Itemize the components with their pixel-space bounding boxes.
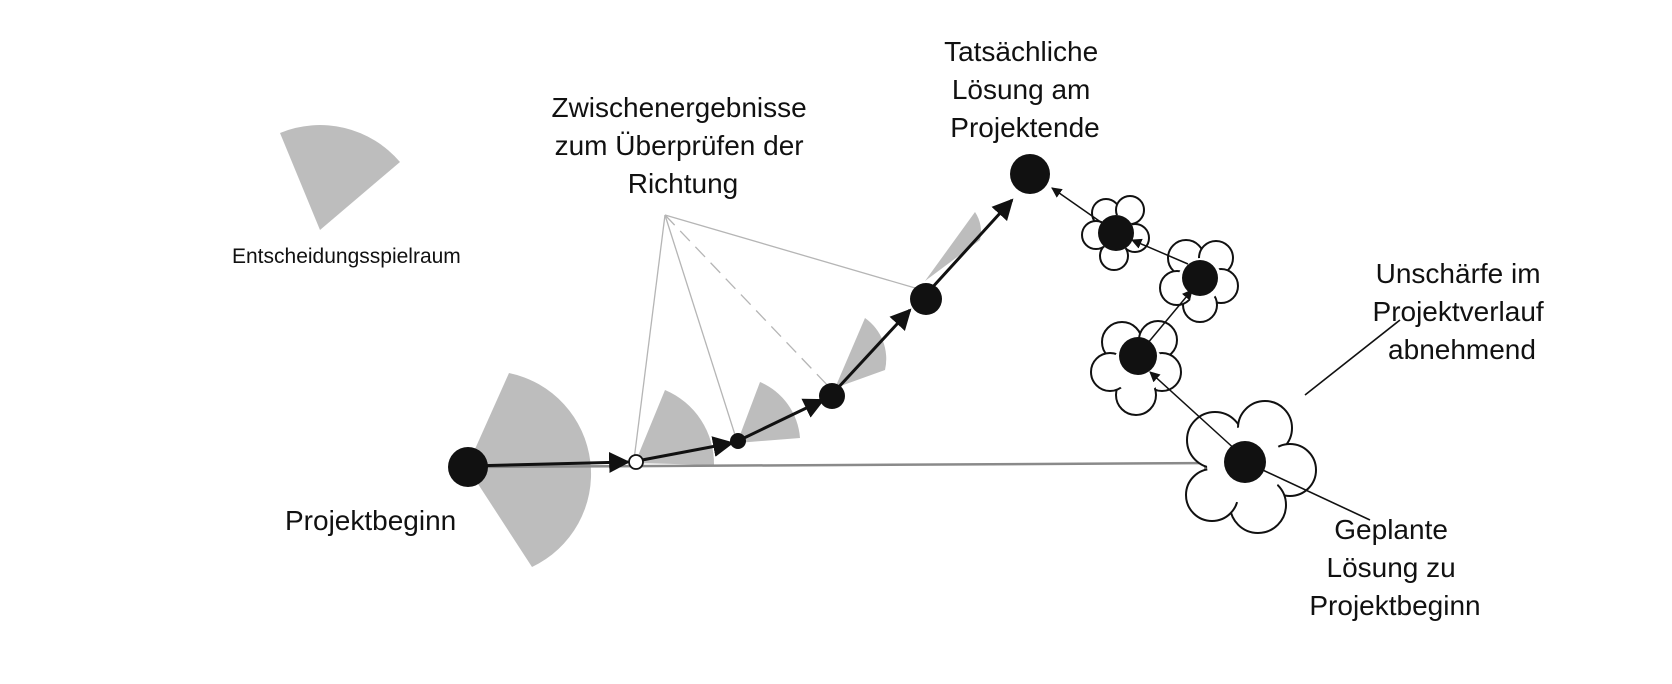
checkpoint-3 bbox=[910, 283, 942, 315]
cloud-node-medium bbox=[1182, 260, 1218, 296]
path-segment bbox=[641, 436, 735, 462]
path-segment bbox=[928, 198, 1014, 292]
cloud-node-large bbox=[1119, 337, 1157, 375]
sector-4 bbox=[925, 212, 982, 281]
checkpoint-1 bbox=[730, 433, 746, 449]
checkpoint-open bbox=[628, 454, 644, 470]
uncertainty-clouds bbox=[1081, 195, 1317, 534]
path-segment bbox=[469, 451, 631, 473]
start-node bbox=[448, 447, 488, 487]
sector-start bbox=[467, 373, 592, 567]
planned-solution-node bbox=[1224, 441, 1266, 483]
actual-solution-node bbox=[1010, 154, 1050, 194]
uncertainty-leader bbox=[1304, 319, 1401, 396]
path-segment bbox=[834, 308, 912, 392]
nodes bbox=[448, 154, 1266, 487]
sector-1 bbox=[635, 390, 715, 465]
actual-solution-label: Tatsächliche Lösung am Projektende bbox=[944, 36, 1106, 143]
intermediate-label: Zwischenergebnisse zum Überprüfen der Ri… bbox=[551, 92, 814, 199]
start-label: Projektbeginn bbox=[285, 505, 456, 536]
checkpoint-2 bbox=[819, 383, 845, 409]
actual-path bbox=[469, 198, 1014, 473]
decision-sectors bbox=[280, 125, 982, 567]
planned-path-line bbox=[467, 453, 1224, 474]
leader-lines bbox=[1251, 319, 1401, 521]
uncertainty-label: Unschärfe im Projektverlauf abnehmend bbox=[1373, 258, 1552, 365]
sector-2 bbox=[737, 382, 800, 443]
guide-lines bbox=[633, 214, 923, 461]
legend-sector bbox=[280, 125, 400, 230]
planned-leader bbox=[1251, 464, 1371, 521]
planned-solution-label: Geplante Lösung zu Projektbeginn bbox=[1309, 514, 1480, 621]
convergence-arrows bbox=[1051, 187, 1239, 453]
sector-3 bbox=[835, 318, 887, 388]
legend-label: Entscheidungsspielraum bbox=[232, 245, 461, 268]
cloud-node-small bbox=[1098, 215, 1134, 251]
path-segment bbox=[743, 398, 825, 440]
